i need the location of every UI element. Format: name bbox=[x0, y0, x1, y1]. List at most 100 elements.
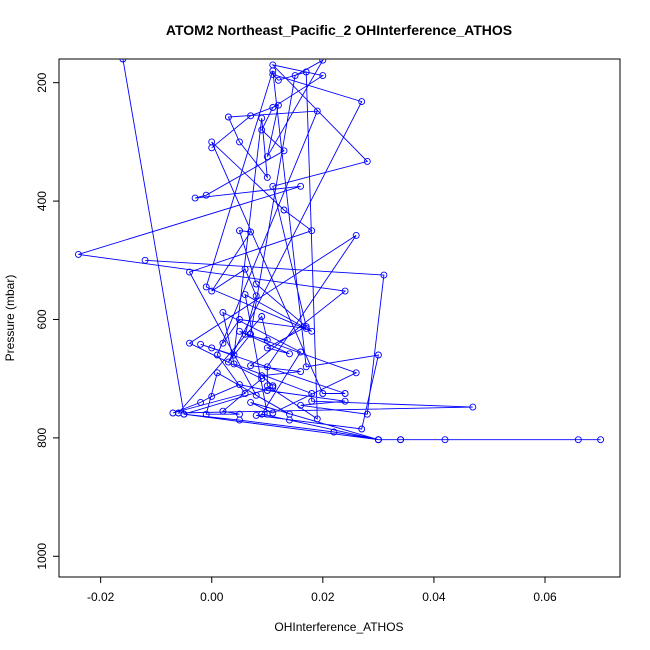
data-point bbox=[297, 348, 305, 356]
data-point bbox=[208, 392, 216, 400]
data-point bbox=[241, 330, 249, 338]
y-axis: 200 400 600 800 1000 bbox=[35, 72, 59, 570]
series-layer bbox=[74, 59, 605, 444]
data-point bbox=[374, 436, 382, 444]
data-point bbox=[308, 227, 316, 235]
data-point bbox=[269, 382, 277, 390]
data-point bbox=[269, 70, 277, 78]
data-point bbox=[380, 271, 388, 279]
data-point bbox=[224, 358, 232, 366]
data-point bbox=[258, 126, 266, 134]
data-point bbox=[597, 436, 605, 444]
data-point bbox=[363, 157, 371, 165]
data-point bbox=[202, 191, 210, 199]
data-point bbox=[236, 381, 243, 389]
data-point bbox=[236, 316, 243, 323]
data-point bbox=[202, 410, 210, 418]
data-point bbox=[236, 227, 243, 235]
y-tick-label: 400 bbox=[35, 191, 49, 211]
data-point bbox=[219, 308, 227, 316]
data-point bbox=[302, 324, 310, 332]
data-point bbox=[341, 287, 349, 295]
data-point bbox=[302, 363, 310, 371]
data-point bbox=[247, 362, 255, 370]
data-point bbox=[274, 76, 282, 84]
data-point bbox=[574, 436, 582, 444]
data-point bbox=[208, 287, 216, 295]
data-point bbox=[297, 368, 305, 376]
data-point bbox=[252, 391, 260, 399]
data-point bbox=[252, 411, 260, 419]
data-point bbox=[169, 409, 177, 417]
data-point bbox=[186, 339, 193, 347]
data-point bbox=[208, 344, 216, 352]
chart-title: ATOM2 Northeast_Pacific_2 OHInterference… bbox=[166, 22, 512, 38]
data-point bbox=[319, 72, 327, 80]
data-point bbox=[252, 292, 260, 300]
y-tick-label: 800 bbox=[35, 428, 49, 448]
data-point bbox=[186, 268, 193, 276]
data-point bbox=[197, 340, 205, 348]
data-point bbox=[224, 113, 232, 121]
x-tick-label: 0.06 bbox=[533, 590, 557, 604]
data-point bbox=[191, 194, 199, 202]
data-point bbox=[313, 415, 321, 423]
data-point bbox=[269, 104, 277, 111]
data-point bbox=[197, 398, 205, 406]
data-point bbox=[202, 283, 210, 291]
data-point bbox=[363, 410, 371, 418]
data-point bbox=[247, 330, 255, 338]
data-point bbox=[263, 344, 271, 352]
data-point bbox=[247, 112, 255, 120]
data-point bbox=[141, 256, 149, 264]
data-point bbox=[441, 436, 449, 444]
data-point bbox=[352, 231, 360, 239]
data-point bbox=[302, 323, 310, 331]
data-point bbox=[297, 182, 305, 190]
series-line-1 bbox=[78, 59, 601, 441]
data-point bbox=[302, 68, 310, 76]
data-point bbox=[330, 428, 338, 436]
data-point bbox=[358, 98, 366, 106]
data-point bbox=[213, 369, 221, 377]
data-point bbox=[213, 351, 221, 359]
data-point bbox=[258, 313, 266, 320]
data-point bbox=[263, 363, 271, 371]
data-point bbox=[397, 436, 405, 444]
data-point bbox=[263, 153, 271, 161]
data-point bbox=[230, 351, 238, 359]
data-point bbox=[358, 425, 366, 433]
data-point bbox=[241, 390, 249, 397]
data-point bbox=[319, 390, 327, 397]
data-point bbox=[469, 403, 477, 411]
x-tick-label: 0.02 bbox=[311, 590, 335, 604]
data-point bbox=[263, 382, 271, 390]
data-point bbox=[274, 101, 282, 109]
data-point bbox=[263, 336, 271, 344]
data-point bbox=[258, 114, 266, 122]
x-tick-label: 0.04 bbox=[422, 590, 446, 604]
x-tick-label: -0.02 bbox=[87, 590, 115, 604]
data-point bbox=[286, 410, 293, 418]
data-point bbox=[236, 410, 243, 418]
y-axis-label: Pressure (mbar) bbox=[3, 275, 17, 362]
data-point bbox=[280, 206, 288, 214]
data-point bbox=[341, 397, 349, 405]
data-point bbox=[263, 173, 271, 181]
data-point bbox=[208, 144, 216, 152]
x-axis-label: OHInterference_ATHOS bbox=[274, 620, 403, 634]
data-point bbox=[74, 250, 82, 258]
data-point bbox=[119, 59, 127, 63]
data-point bbox=[374, 351, 382, 359]
data-point bbox=[341, 390, 349, 397]
y-tick-label: 200 bbox=[35, 72, 49, 92]
data-point bbox=[258, 375, 266, 383]
data-point bbox=[247, 398, 255, 406]
y-tick-label: 1000 bbox=[35, 543, 49, 570]
x-axis: -0.02 0.00 0.02 0.04 0.06 bbox=[87, 577, 557, 604]
data-point bbox=[263, 410, 271, 418]
data-point bbox=[286, 350, 293, 358]
data-point bbox=[280, 147, 288, 155]
data-point bbox=[319, 59, 327, 64]
